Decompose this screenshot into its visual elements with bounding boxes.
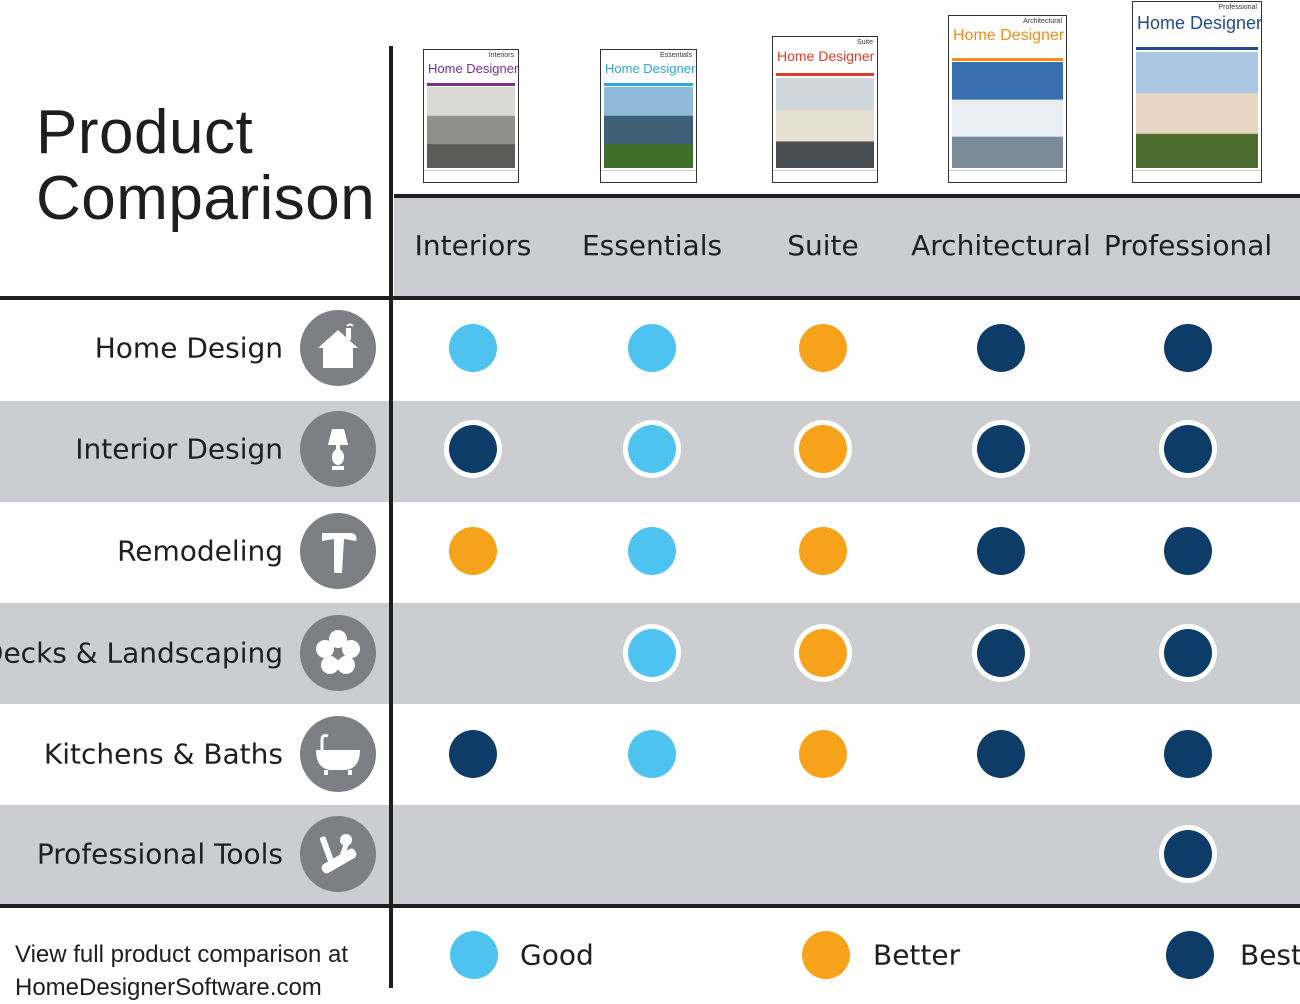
product-box-edition: Professional	[1218, 4, 1257, 11]
product-box-photo	[427, 87, 515, 168]
title-line-2: Comparison	[36, 164, 376, 233]
row-band-professional-tools	[0, 805, 1300, 906]
rating-dot-best	[1164, 629, 1212, 677]
page-title: Product Comparison	[36, 100, 386, 232]
product-box-footer	[1133, 170, 1261, 179]
product-box-photo	[776, 78, 874, 168]
footnote: View full product comparison at HomeDesi…	[15, 938, 348, 1004]
product-box-brand: Home Designer	[605, 61, 696, 76]
hammer-icon	[300, 513, 376, 589]
feature-label-home-design: Home Design	[94, 331, 283, 365]
product-box-stripe	[952, 58, 1063, 61]
column-header-interiors: Interiors	[414, 229, 532, 262]
tools-icon	[300, 816, 376, 892]
rating-dot-good	[628, 730, 676, 778]
lamp-icon	[300, 411, 376, 487]
house-icon	[300, 310, 376, 386]
legend-best-dot	[1166, 931, 1214, 979]
product-box-footer	[773, 170, 877, 179]
product-box-edition: Suite	[857, 39, 873, 46]
product-box-essentials: Essentials Home Designer	[600, 49, 697, 183]
product-box-stripe	[1136, 47, 1258, 50]
product-box-suite: Suite Home Designer	[772, 36, 878, 183]
legend-good-label: Good	[520, 938, 594, 972]
rating-dot-best	[977, 425, 1025, 473]
product-box-interiors: Interiors Home Designer	[423, 49, 519, 183]
rating-dot-better	[799, 629, 847, 677]
product-box-photo	[604, 87, 693, 168]
feature-label-interior-design: Interior Design	[75, 432, 283, 466]
rating-dot-best	[1164, 730, 1212, 778]
product-box-professional: Professional Home Designer	[1132, 1, 1262, 183]
product-box-photo	[1136, 52, 1258, 168]
rating-dot-better	[799, 425, 847, 473]
product-box-stripe	[776, 73, 874, 76]
rating-dot-good	[628, 425, 676, 473]
footnote-line-2[interactable]: HomeDesignerSoftware.com	[15, 974, 322, 1001]
product-box-brand: Home Designer	[777, 48, 875, 64]
feature-label-kitchens-baths: Kitchens & Baths	[43, 737, 283, 771]
column-header-professional: Professional	[1103, 229, 1273, 262]
rating-dot-best	[977, 730, 1025, 778]
product-box-brand: Home Designer	[428, 61, 519, 76]
rating-dot-better	[799, 324, 847, 372]
rating-dot-best	[1164, 425, 1212, 473]
rating-dot-best	[1164, 830, 1212, 878]
product-box-photo	[952, 62, 1063, 168]
product-box-brand: Home Designer	[953, 27, 1065, 44]
vertical-divider	[389, 46, 393, 988]
table-bottom-rule	[0, 904, 1300, 908]
rating-dot-best	[977, 629, 1025, 677]
header-top-rule	[394, 194, 1300, 198]
rating-dot-good	[628, 629, 676, 677]
rating-dot-good	[628, 324, 676, 372]
product-box-brand: Home Designer	[1137, 13, 1262, 33]
product-box-edition: Interiors	[488, 52, 514, 59]
rating-dot-best	[449, 425, 497, 473]
legend-better-label: Better	[873, 938, 961, 972]
product-box-edition: Essentials	[660, 52, 692, 59]
product-box-footer	[601, 170, 696, 179]
legend-best-label: Best	[1240, 938, 1300, 972]
column-header-essentials: Essentials	[581, 229, 723, 262]
product-box-footer	[949, 170, 1066, 179]
feature-label-decks-landscaping: Decks & Landscaping	[0, 636, 283, 670]
feature-label-professional-tools: Professional Tools	[36, 837, 283, 871]
rating-dot-best	[1164, 324, 1212, 372]
rating-dot-good	[628, 527, 676, 575]
column-header-suite: Suite	[787, 229, 859, 262]
product-box-stripe	[604, 83, 693, 86]
legend-better-dot	[802, 931, 850, 979]
rating-dot-best	[1164, 527, 1212, 575]
title-line-1: Product	[36, 98, 254, 167]
rating-dot-good	[449, 324, 497, 372]
rating-dot-best	[977, 324, 1025, 372]
header-band	[394, 197, 1300, 297]
product-box-footer	[424, 170, 518, 179]
rating-dot-best	[449, 730, 497, 778]
rating-dot-better	[449, 527, 497, 575]
feature-label-remodeling: Remodeling	[117, 534, 283, 568]
product-box-architectural: Architectural Home Designer	[948, 15, 1067, 183]
header-bottom-rule	[0, 296, 1300, 300]
legend-good-dot	[450, 931, 498, 979]
product-box-edition: Architectural	[1023, 18, 1062, 25]
footnote-line-1: View full product comparison at	[15, 941, 349, 968]
rating-dot-best	[977, 527, 1025, 575]
bathtub-icon	[300, 716, 376, 792]
flower-icon	[300, 615, 376, 691]
product-box-stripe	[427, 83, 515, 86]
rating-dot-better	[799, 730, 847, 778]
rating-dot-better	[799, 527, 847, 575]
column-header-architectural: Architectural	[911, 229, 1091, 262]
